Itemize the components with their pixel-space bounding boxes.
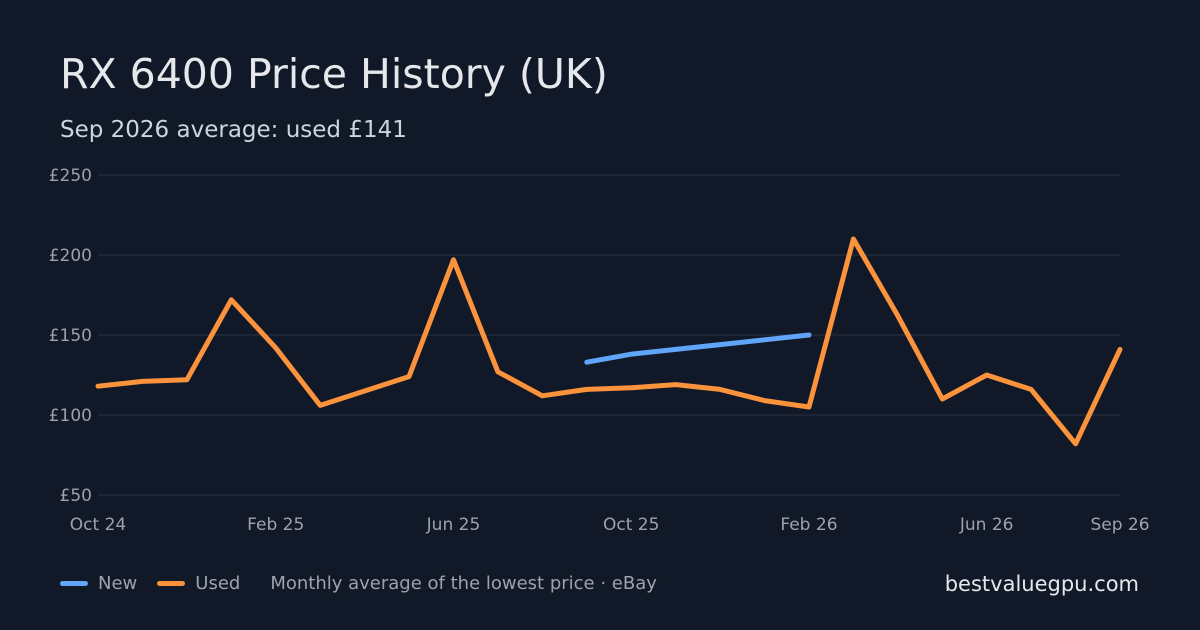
y-tick-label: £200 [49, 246, 92, 266]
x-tick-label: Jun 25 [426, 515, 481, 535]
y-tick-label: £150 [49, 326, 92, 346]
x-tick-label: Oct 24 [70, 515, 126, 535]
legend-swatch-used [157, 581, 186, 586]
y-tick-label: £250 [49, 166, 92, 186]
chart-footer: New Used Monthly average of the lowest p… [60, 573, 657, 594]
y-tick-label: £100 [49, 406, 92, 426]
y-tick-label: £50 [60, 486, 92, 506]
legend-item-new[interactable]: New [60, 573, 137, 594]
x-axis-ticks: Oct 24 Feb 25 Jun 25 Oct 25 Feb 26 Jun 26 Sep … [70, 515, 1150, 535]
x-tick-label: Feb 25 [247, 515, 304, 535]
chart-title: RX 6400 Price History (UK) [60, 50, 608, 98]
grid-lines [98, 174, 1120, 496]
legend-swatch-new [60, 581, 88, 586]
source-note: Monthly average of the lowest price · eB… [270, 573, 657, 594]
brand-link[interactable]: bestvaluegpu.com [944, 572, 1139, 596]
legend-label-used: Used [195, 573, 241, 594]
series-lines [95, 236, 1123, 447]
x-tick-label: Feb 26 [780, 515, 837, 535]
legend-label-new: New [98, 573, 138, 594]
series-line-used[interactable] [95, 236, 1123, 447]
legend-item-used[interactable]: Used [157, 573, 240, 594]
series-line-new[interactable] [584, 332, 812, 365]
chart-subtitle: Sep 2026 average: used £141 [60, 117, 407, 143]
x-tick-label: Oct 25 [603, 515, 659, 535]
x-tick-label: Sep 26 [1090, 515, 1149, 535]
y-axis-ticks: £50 £100 £150 £200 £250 [49, 166, 92, 506]
x-tick-label: Jun 26 [959, 515, 1014, 535]
